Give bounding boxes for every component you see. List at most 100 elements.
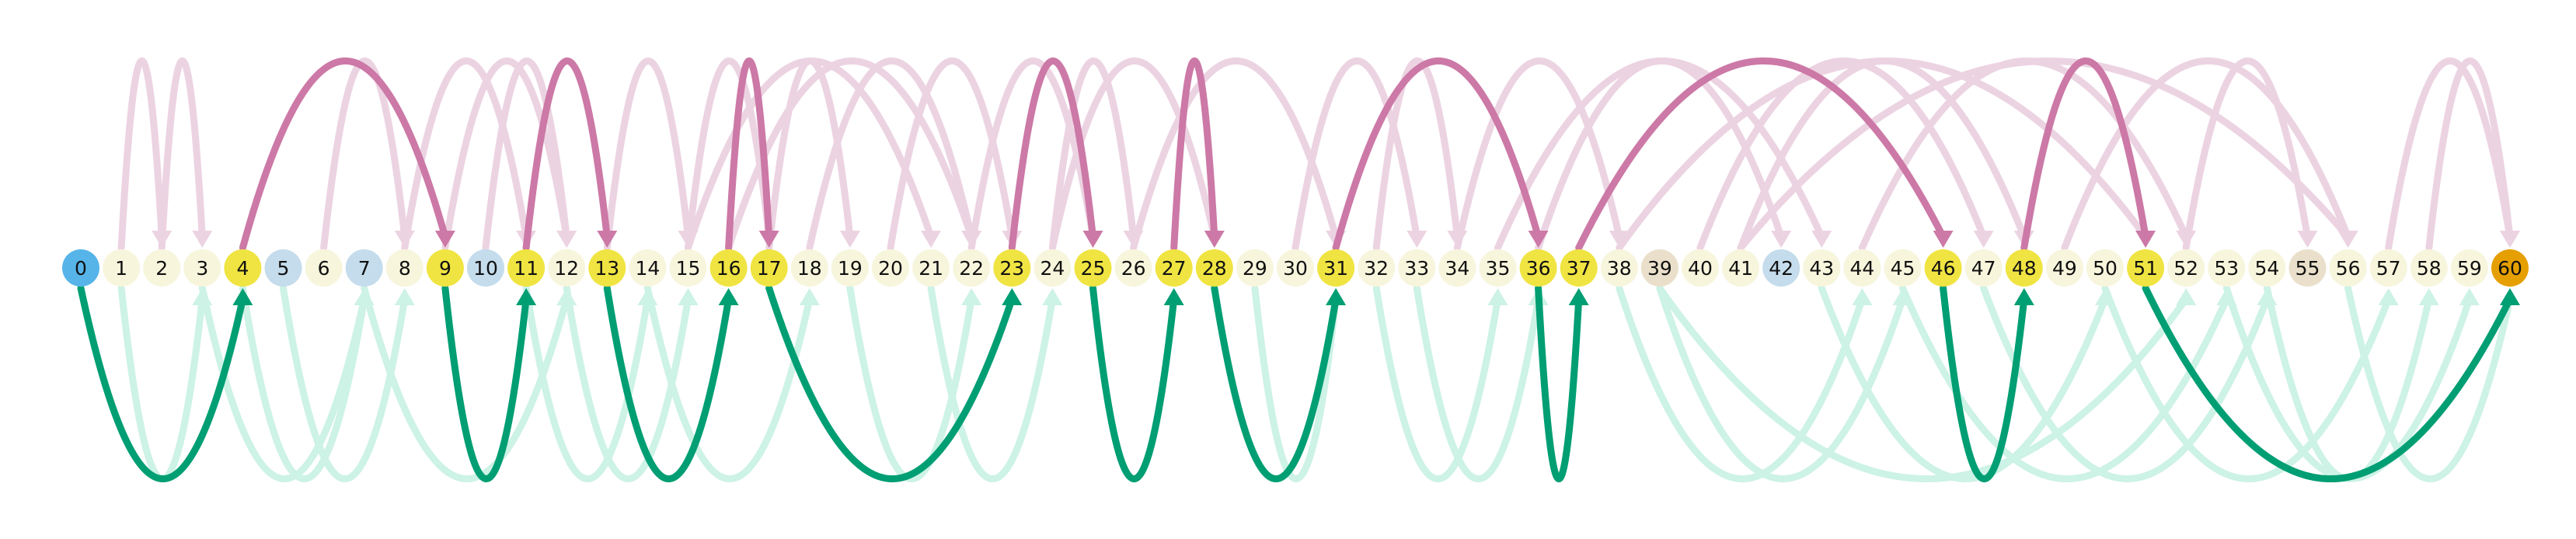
node-17[interactable]: 17	[751, 249, 788, 287]
node-38[interactable]: 38	[1601, 249, 1638, 287]
node-18[interactable]: 18	[791, 249, 828, 287]
node-45[interactable]: 45	[1884, 249, 1922, 287]
node-25[interactable]: 25	[1075, 249, 1112, 287]
node-label-4: 4	[236, 257, 249, 280]
node-28[interactable]: 28	[1196, 249, 1233, 287]
node-33[interactable]: 33	[1398, 249, 1435, 287]
node-31[interactable]: 31	[1317, 249, 1354, 287]
node-6[interactable]: 6	[305, 249, 343, 287]
node-43[interactable]: 43	[1803, 249, 1840, 287]
edge-arrow-50-57	[2379, 288, 2399, 305]
node-21[interactable]: 21	[912, 249, 950, 287]
node-16[interactable]: 16	[710, 249, 748, 287]
node-1[interactable]: 1	[103, 249, 140, 287]
node-26[interactable]: 26	[1115, 249, 1152, 287]
node-label-13: 13	[594, 257, 619, 280]
node-3[interactable]: 3	[183, 249, 221, 287]
path-edge-arrow-27-28	[1204, 231, 1225, 248]
node-label-44: 44	[1849, 257, 1874, 280]
edge-1-2	[121, 61, 162, 248]
node-51[interactable]: 51	[2127, 249, 2164, 287]
node-0[interactable]: 0	[62, 249, 99, 287]
node-42[interactable]: 42	[1762, 249, 1800, 287]
node-24[interactable]: 24	[1034, 249, 1071, 287]
node-44[interactable]: 44	[1843, 249, 1881, 287]
node-53[interactable]: 53	[2208, 249, 2245, 287]
node-46[interactable]: 46	[1925, 249, 1962, 287]
node-35[interactable]: 35	[1480, 249, 1517, 287]
node-49[interactable]: 49	[2046, 249, 2083, 287]
node-48[interactable]: 48	[2006, 249, 2043, 287]
node-40[interactable]: 40	[1682, 249, 1719, 287]
node-22[interactable]: 22	[953, 249, 990, 287]
edge-21-24	[931, 288, 1052, 479]
path-edge-25-27	[1093, 288, 1174, 479]
node-59[interactable]: 59	[2451, 249, 2488, 287]
node-12[interactable]: 12	[548, 249, 585, 287]
node-9[interactable]: 9	[427, 249, 464, 287]
node-label-57: 57	[2376, 257, 2401, 280]
node-label-56: 56	[2336, 257, 2361, 280]
node-32[interactable]: 32	[1358, 249, 1395, 287]
node-41[interactable]: 41	[1722, 249, 1759, 287]
node-label-60: 60	[2498, 257, 2522, 280]
node-52[interactable]: 52	[2167, 249, 2205, 287]
node-23[interactable]: 23	[993, 249, 1030, 287]
node-4[interactable]: 4	[224, 249, 261, 287]
node-label-50: 50	[2093, 257, 2118, 280]
node-label-40: 40	[1688, 257, 1713, 280]
node-30[interactable]: 30	[1277, 249, 1314, 287]
edge-13-15	[607, 61, 688, 248]
path-edge-arrow-25-27	[1164, 288, 1184, 305]
node-58[interactable]: 58	[2410, 249, 2448, 287]
node-50[interactable]: 50	[2086, 249, 2124, 287]
node-label-22: 22	[959, 257, 984, 280]
node-36[interactable]: 36	[1520, 249, 1557, 287]
node-56[interactable]: 56	[2330, 249, 2367, 287]
path-edge-arrow-0-4	[232, 288, 253, 305]
edge-58-60	[2429, 61, 2510, 248]
node-34[interactable]: 34	[1438, 249, 1476, 287]
node-20[interactable]: 20	[872, 249, 909, 287]
path-edge-arrow-11-13	[597, 231, 617, 248]
node-19[interactable]: 19	[831, 249, 869, 287]
node-8[interactable]: 8	[386, 249, 424, 287]
node-label-23: 23	[999, 257, 1024, 280]
node-label-20: 20	[878, 257, 903, 280]
node-2[interactable]: 2	[143, 249, 180, 287]
node-11[interactable]: 11	[507, 249, 545, 287]
node-29[interactable]: 29	[1236, 249, 1274, 287]
node-14[interactable]: 14	[629, 249, 666, 287]
node-47[interactable]: 47	[1965, 249, 2003, 287]
node-39[interactable]: 39	[1641, 249, 1678, 287]
node-7[interactable]: 7	[346, 249, 383, 287]
node-55[interactable]: 55	[2289, 249, 2327, 287]
edge-arrow-40-47	[1974, 231, 1994, 248]
node-54[interactable]: 54	[2248, 249, 2285, 287]
node-label-59: 59	[2457, 257, 2482, 280]
node-label-52: 52	[2173, 257, 2198, 280]
edge-arrow-58-60	[2500, 231, 2520, 248]
edge-52-55	[2186, 61, 2307, 248]
node-13[interactable]: 13	[588, 249, 626, 287]
node-label-31: 31	[1323, 257, 1348, 280]
node-10[interactable]: 10	[467, 249, 504, 287]
edge-arrow-30-33	[1407, 231, 1427, 248]
path-edge-48-51	[2024, 61, 2146, 248]
node-label-36: 36	[1526, 257, 1551, 280]
path-edge-4-9	[242, 61, 445, 248]
edge-6-8	[324, 61, 405, 248]
edge-arrow-39-52	[2176, 288, 2196, 305]
node-label-0: 0	[75, 257, 87, 280]
node-label-49: 49	[2052, 257, 2077, 280]
node-15[interactable]: 15	[670, 249, 707, 287]
edge-arrow-32-35	[1488, 288, 1508, 305]
node-5[interactable]: 5	[265, 249, 302, 287]
node-27[interactable]: 27	[1156, 249, 1193, 287]
node-37[interactable]: 37	[1560, 249, 1598, 287]
path-edge-arrow-28-31	[1326, 288, 1346, 305]
node-57[interactable]: 57	[2370, 249, 2407, 287]
node-label-35: 35	[1486, 257, 1511, 280]
node-label-16: 16	[716, 257, 741, 280]
node-60[interactable]: 60	[2491, 249, 2529, 287]
